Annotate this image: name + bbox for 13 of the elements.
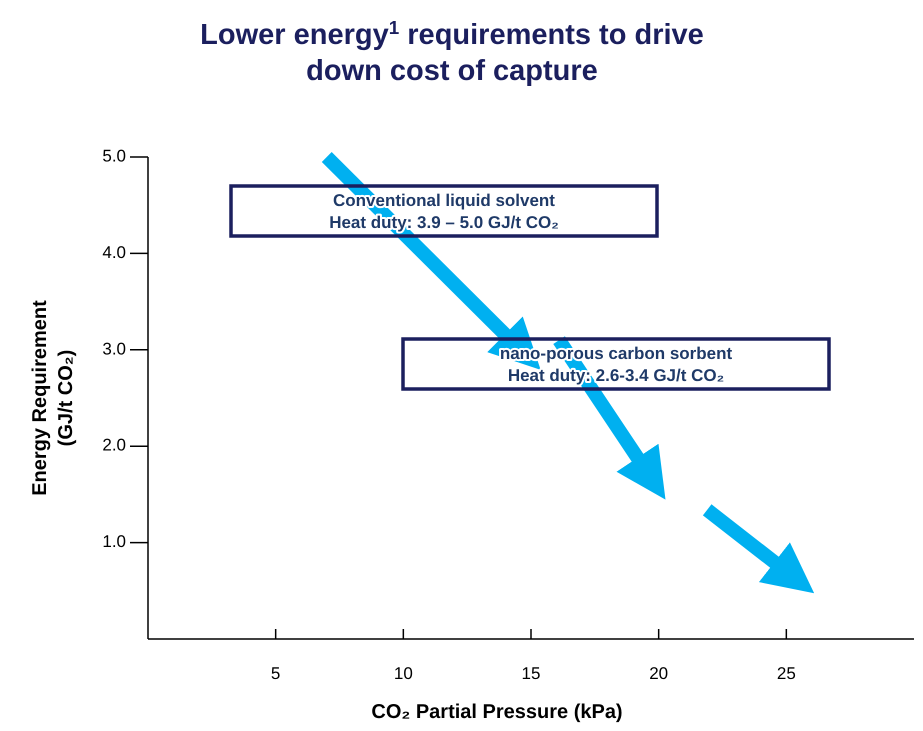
x-tick-label: 10	[394, 664, 413, 683]
y-tick-label: 4.0	[102, 242, 126, 262]
x-tick-label: 5	[270, 664, 280, 683]
x-axis-title: CO₂ Partial Pressure (kPa)	[371, 701, 623, 723]
y-tick-label: 5.0	[102, 146, 126, 166]
y-tick-label: 2.0	[102, 436, 126, 455]
x-tick-label: 25	[776, 664, 796, 683]
y-axis-title: Energy Requirement (GJ/t CO₂)	[29, 300, 77, 496]
chart-title: Lower energy$^{1}$ requirements to drive down cost of capture	[200, 16, 704, 87]
x-tick-label: 20	[649, 664, 668, 683]
x-tick-label: 15	[522, 664, 540, 683]
y-tick-label: 3.0	[102, 339, 126, 358]
y-tick-label: 1.0	[102, 532, 126, 552]
